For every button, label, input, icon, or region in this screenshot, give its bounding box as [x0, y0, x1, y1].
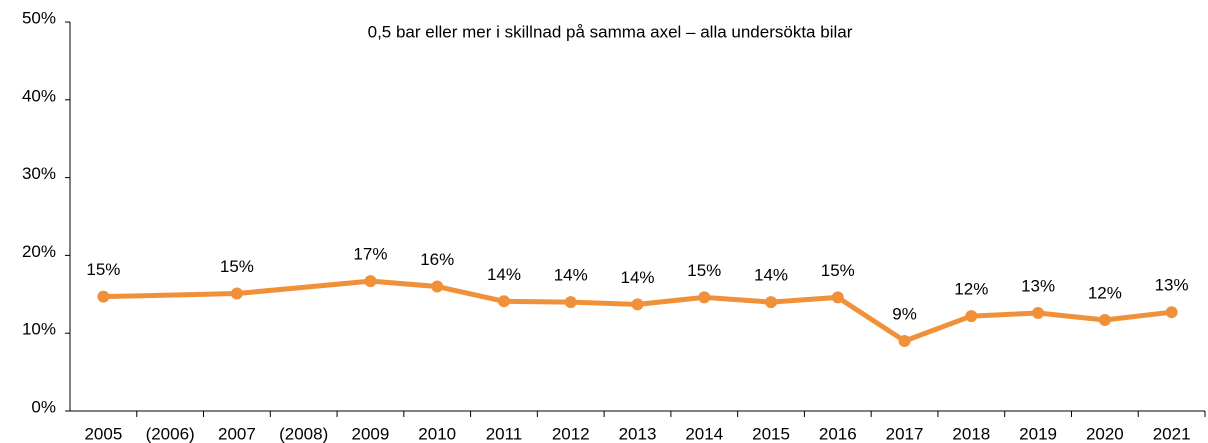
- marker: [230, 287, 243, 300]
- marker: [1165, 306, 1178, 319]
- x-tick-label: 2014: [685, 424, 723, 443]
- x-tick-label: (2006): [146, 424, 195, 443]
- x-tick-label: 2019: [1019, 424, 1057, 443]
- y-tick-label: 50%: [22, 8, 56, 27]
- marker: [1098, 313, 1111, 326]
- line: [103, 278, 1172, 344]
- value-label: 14%: [554, 266, 588, 285]
- value-label: 13%: [1021, 276, 1055, 295]
- marker: [97, 290, 110, 303]
- y-tick-label: 30%: [22, 164, 56, 183]
- x-tick-label: 2016: [819, 424, 857, 443]
- x-tick-label: 2017: [886, 424, 924, 443]
- x-tick-label: 2010: [418, 424, 456, 443]
- x-tick-label: 2009: [352, 424, 390, 443]
- marker: [364, 275, 377, 288]
- value-label: 9%: [892, 304, 917, 323]
- x-tick-label: 2005: [84, 424, 122, 443]
- value-label: 15%: [821, 261, 855, 280]
- x-tick-label: 2018: [952, 424, 990, 443]
- x-tick-label: 2013: [619, 424, 657, 443]
- value-label: 15%: [220, 257, 254, 276]
- y-tick-label: 0%: [31, 397, 56, 416]
- value-label: 12%: [1088, 283, 1122, 302]
- marker: [831, 291, 844, 304]
- marker: [431, 280, 444, 293]
- x-tick-label: (2008): [279, 424, 328, 443]
- chart-title: 0,5 bar eller mer i skillnad på samma ax…: [368, 22, 853, 41]
- value-label: 17%: [353, 245, 387, 264]
- value-label: 15%: [86, 260, 120, 279]
- marker: [1032, 306, 1045, 319]
- x-tick-label: 2020: [1086, 424, 1124, 443]
- x-tick-label: 2012: [552, 424, 590, 443]
- marker: [497, 295, 510, 308]
- marker: [698, 291, 711, 304]
- y-tick-label: 40%: [22, 86, 56, 105]
- x-tick-label: 2007: [218, 424, 256, 443]
- y-tick-label: 20%: [22, 242, 56, 261]
- value-label: 15%: [687, 261, 721, 280]
- value-label: 13%: [1155, 276, 1189, 295]
- x-tick-label: 2015: [752, 424, 790, 443]
- marker: [765, 296, 778, 309]
- value-label: 14%: [487, 265, 521, 284]
- marker: [898, 334, 911, 347]
- value-label: 12%: [954, 280, 988, 299]
- value-label: 14%: [620, 268, 654, 287]
- marker: [564, 296, 577, 309]
- value-label: 16%: [420, 250, 454, 269]
- y-tick-label: 10%: [22, 320, 56, 339]
- x-tick-label: 2011: [486, 424, 523, 443]
- marker: [631, 298, 644, 311]
- x-tick-label: 2021: [1153, 424, 1191, 443]
- marker: [965, 310, 978, 323]
- value-label: 14%: [754, 266, 788, 285]
